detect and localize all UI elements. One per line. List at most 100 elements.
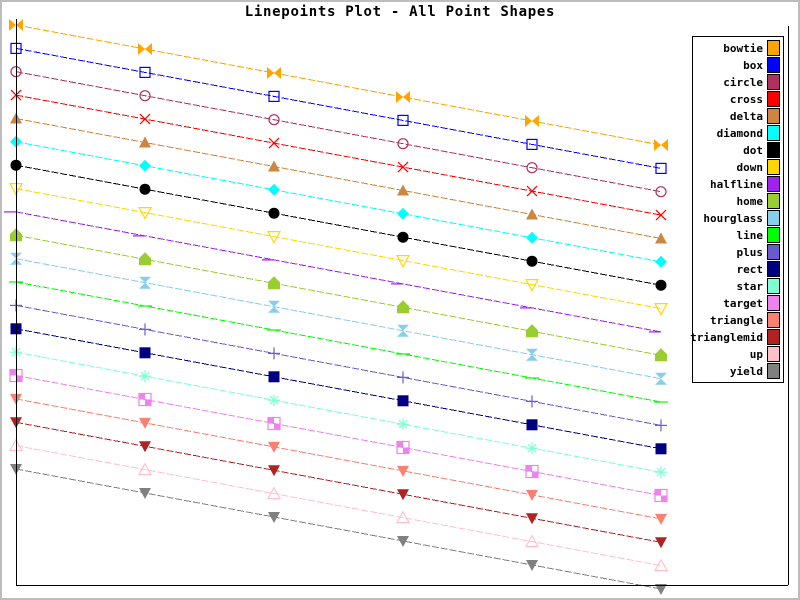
legend-item-triangle: triangle (696, 312, 780, 328)
marker-yield (268, 512, 280, 523)
legend-label: dot (743, 143, 763, 157)
legend-swatch (767, 74, 780, 90)
marker-plus (268, 347, 280, 360)
marker-circle (655, 186, 667, 198)
legend-swatch (767, 57, 780, 73)
series-line (9, 281, 668, 403)
marker-up (266, 486, 282, 500)
legend-swatch (767, 108, 780, 124)
marker-diamond (397, 207, 409, 220)
marker-diamond (526, 231, 538, 244)
marker-down (653, 303, 669, 316)
marker-triangle (397, 465, 409, 477)
legend-label: bowtie (723, 41, 763, 55)
legend-swatch (767, 278, 780, 294)
legend-label: line (736, 228, 764, 242)
legend-item-box: box (696, 57, 780, 73)
legend-swatch (767, 125, 780, 141)
marker-circle (268, 114, 280, 126)
legend-label: diamond (716, 126, 763, 140)
legend-swatch (767, 363, 780, 379)
marker-star (139, 370, 151, 383)
legend-swatch (767, 244, 780, 260)
marker-plus (139, 323, 151, 336)
marker-triangle (139, 417, 151, 429)
legend: bowtie box circle cross delta diamond dot down h… (690, 36, 784, 383)
marker-triangle (268, 441, 280, 453)
marker-up (395, 510, 411, 524)
marker-trianglemid (268, 465, 280, 477)
legend-item-rect: rect (696, 261, 780, 277)
marker-bowtie (267, 67, 281, 79)
marker-box (139, 66, 151, 79)
marker-up (653, 558, 669, 572)
marker-target (396, 440, 410, 455)
marker-down (137, 207, 153, 220)
series-down (8, 183, 669, 316)
legend-label: plus (736, 245, 764, 259)
marker-box (526, 138, 538, 150)
chart-title: Linepoints Plot - All Point Shapes (244, 4, 556, 20)
legend-label: triangle (710, 313, 763, 327)
legend-swatch (767, 142, 780, 158)
marker-target (654, 488, 668, 503)
legend-label: up (749, 347, 763, 361)
marker-star (655, 466, 667, 479)
marker-up (524, 534, 540, 548)
marker-delta (655, 232, 667, 244)
marker-diamond (655, 255, 667, 268)
marker-diamond (139, 159, 151, 172)
legend-item-target: target (696, 295, 780, 311)
marker-hourglass (397, 324, 409, 337)
marker-trianglemid (655, 537, 667, 549)
marker-yield (526, 560, 538, 571)
marker-cross (397, 161, 409, 173)
marker-yield (139, 488, 151, 499)
marker-dot (268, 207, 280, 219)
marker-dot (655, 279, 667, 291)
marker-delta (397, 184, 409, 196)
marker-delta (139, 136, 151, 148)
legend-item-line: line (696, 227, 780, 243)
legend-swatch (767, 329, 780, 345)
series-cross (10, 89, 667, 221)
marker-box (268, 90, 280, 103)
legend-label: yield (729, 364, 763, 378)
legend-item-diamond: diamond (696, 125, 780, 141)
legend-item-delta: delta (696, 108, 780, 124)
marker-hourglass (526, 348, 538, 361)
legend-item-down: down (696, 159, 780, 175)
legend-item-trianglemid: trianglemid (690, 329, 780, 345)
marker-diamond (268, 183, 280, 196)
series-dot (10, 159, 667, 291)
marker-plus (397, 371, 409, 384)
marker-rect (526, 419, 538, 431)
marker-down (524, 279, 540, 292)
legend-swatch (767, 159, 780, 175)
legend-label: star (736, 279, 764, 293)
legend-item-home: home (696, 193, 780, 209)
legend-label: down (736, 160, 764, 174)
marker-bowtie (138, 43, 152, 55)
legend-item-hourglass: hourglass (696, 210, 780, 226)
marker-box (397, 114, 409, 127)
marker-star (268, 394, 280, 407)
marker-circle (526, 162, 538, 174)
marker-circle (139, 90, 151, 102)
marker-target (267, 416, 281, 431)
legend-swatch (767, 91, 780, 107)
marker-bowtie (525, 115, 539, 127)
legend-swatch (767, 193, 780, 209)
series-circle (10, 66, 667, 198)
legend-item-dot: dot (696, 142, 780, 158)
legend-label: delta (729, 109, 763, 123)
marker-triangle (655, 513, 667, 525)
marker-rect (139, 347, 151, 359)
marker-delta (526, 208, 538, 220)
marker-yield (397, 536, 409, 547)
legend-label: circle (723, 75, 763, 89)
marker-box (655, 162, 667, 174)
marker-cross (268, 137, 280, 149)
